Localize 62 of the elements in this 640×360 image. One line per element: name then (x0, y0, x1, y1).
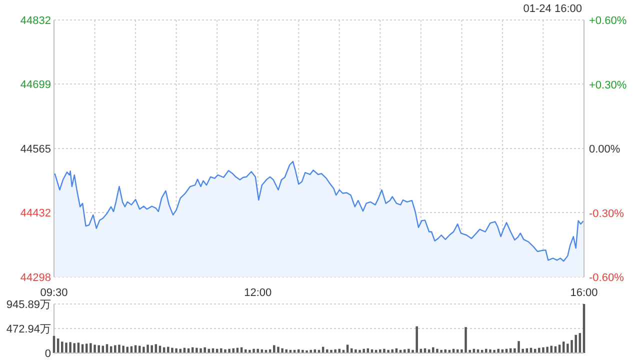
bar (354, 349, 357, 353)
bar (408, 348, 410, 353)
bar (118, 344, 120, 353)
bar (146, 344, 149, 353)
y2-tick-label: +0.30% (589, 79, 627, 92)
x-tick-label: 16:00 (570, 287, 598, 299)
bar (224, 349, 226, 353)
bar (256, 348, 259, 353)
bar (273, 345, 276, 353)
bar (122, 346, 124, 353)
bar (566, 344, 569, 353)
y-tick-label: 44565 (20, 144, 51, 156)
bar (220, 348, 222, 353)
bar (98, 345, 100, 353)
bar (542, 347, 544, 353)
text: 01-24 16:00 (523, 3, 582, 15)
bar (171, 348, 174, 353)
bar (69, 342, 72, 353)
bar (61, 342, 64, 353)
y-tick-label: 44432 (20, 208, 51, 220)
bar (518, 341, 520, 353)
bar (416, 326, 418, 353)
bar (200, 348, 202, 353)
y-tick-label: 44699 (20, 79, 51, 92)
bar (489, 349, 492, 353)
y-tick-label: 945.89万 (6, 299, 51, 311)
bar (175, 348, 178, 353)
bar (281, 348, 284, 353)
y2-tick-label: -0.30% (589, 208, 624, 220)
bar (383, 348, 386, 353)
y2-tick-label: 0.00% (589, 144, 620, 156)
bar (204, 347, 206, 353)
bar (334, 349, 336, 353)
x-tick-label: 09:30 (40, 287, 68, 299)
bar (228, 348, 230, 353)
bar (538, 348, 540, 353)
bar (574, 334, 577, 353)
bar (432, 347, 434, 353)
bar (362, 348, 365, 353)
bar (546, 346, 548, 353)
bar (65, 342, 68, 353)
bar (485, 348, 488, 353)
bar (90, 343, 92, 353)
x-tick-label: 12:00 (244, 287, 272, 299)
bar (464, 327, 467, 353)
bar (326, 349, 328, 353)
bar (252, 348, 255, 353)
bar (142, 346, 145, 353)
bar (167, 346, 170, 353)
y2-tick-label: +0.60% (589, 15, 627, 27)
bar (196, 348, 198, 353)
y-tick-label: 0 (44, 348, 51, 360)
y-tick-label: 44832 (20, 15, 51, 27)
bar (114, 345, 116, 353)
bar (379, 349, 382, 353)
bar (277, 346, 280, 353)
y-tick-label: 44298 (20, 272, 51, 284)
y-tick-label: 472.94万 (6, 324, 51, 336)
bar (150, 345, 153, 353)
bar (436, 348, 438, 353)
y2-tick-label: -0.60% (589, 272, 624, 284)
bar (94, 344, 96, 353)
